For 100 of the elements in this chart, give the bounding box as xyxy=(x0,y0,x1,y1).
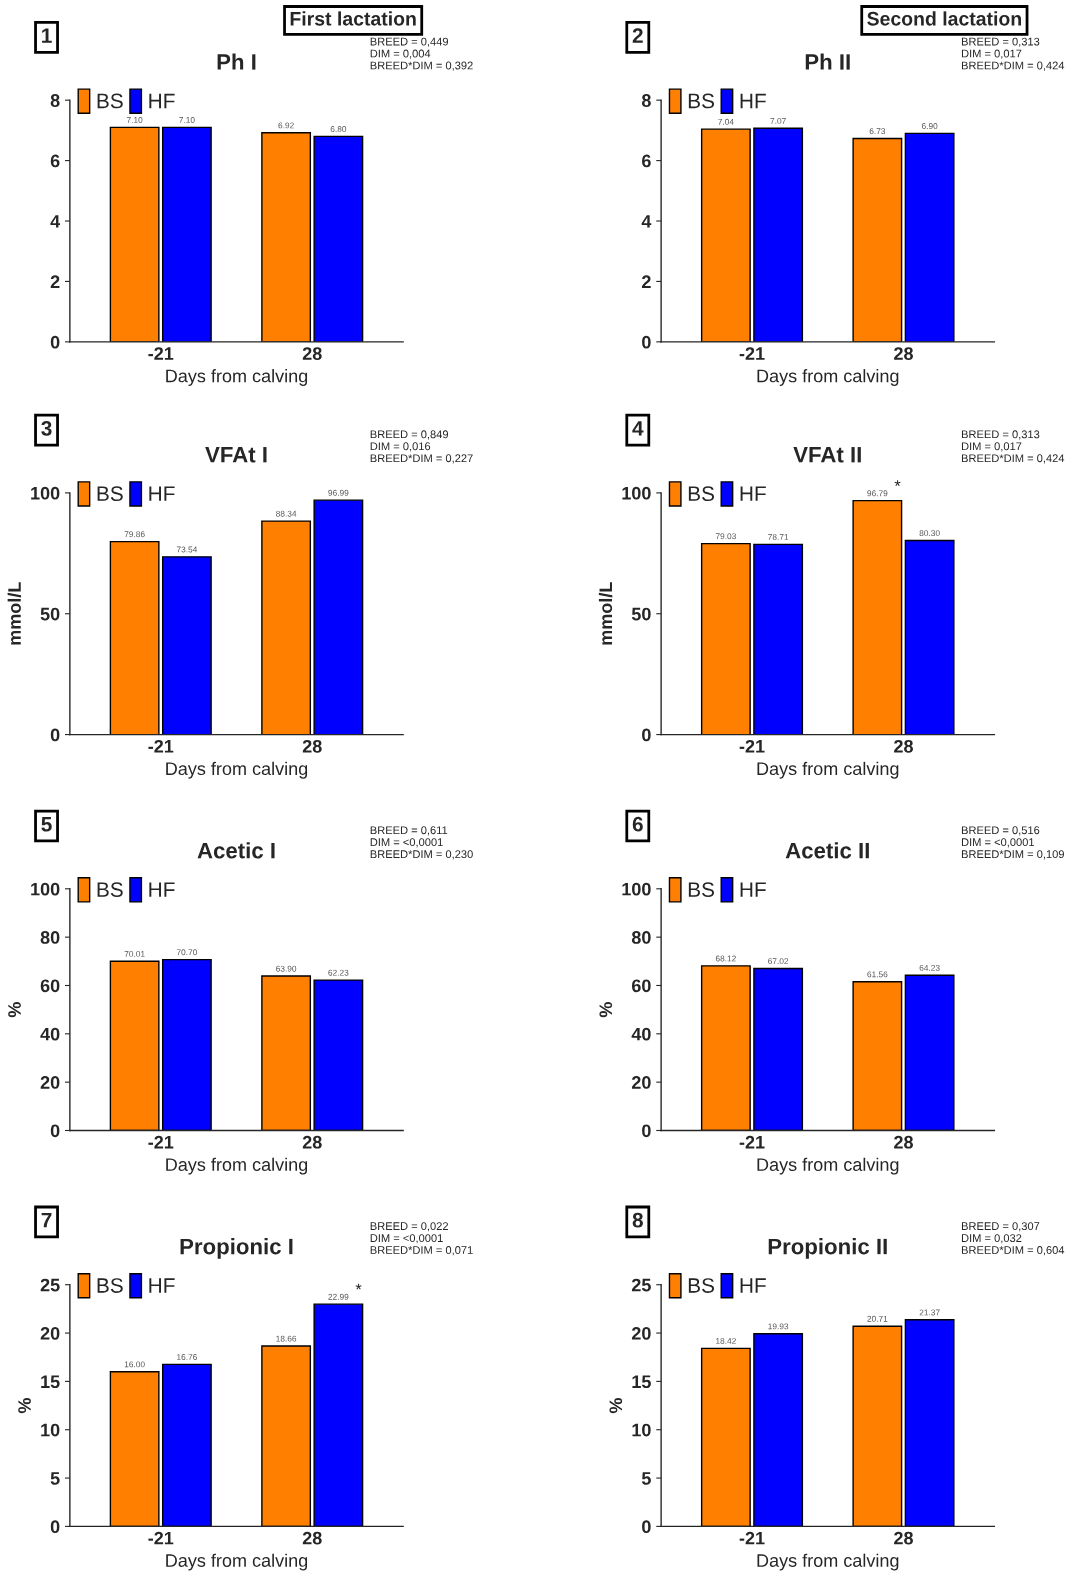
chart-title: Ph I xyxy=(217,53,256,70)
bar xyxy=(261,1345,312,1527)
y-tick-label: 80 xyxy=(631,931,651,944)
bar xyxy=(161,556,212,735)
bar xyxy=(852,1325,903,1527)
legend-label: BS xyxy=(97,1278,123,1293)
y-tick-label: 20 xyxy=(40,1076,60,1089)
bar xyxy=(904,539,955,735)
y-tick-label: 50 xyxy=(631,607,651,621)
chart-title: Propionic II xyxy=(768,1238,887,1259)
data-label: 79.86 xyxy=(124,531,145,538)
bar xyxy=(753,543,804,735)
text: BREED = 0,307 DIM = 0,032 BREED*DIM = 0,604 xyxy=(961,1222,1065,1256)
bar xyxy=(261,132,312,342)
bar xyxy=(109,1371,160,1527)
data-label: 16.76 xyxy=(177,1354,197,1360)
text: BREED = 0,849 DIM = 0,016 BREED*DIM = 0,227 xyxy=(370,430,473,464)
y-tick-label: 6 xyxy=(50,154,60,168)
data-label: 18.42 xyxy=(716,1338,736,1344)
bar xyxy=(109,540,160,735)
y-tick-label: 0 xyxy=(50,1124,60,1138)
data-label: 62.23 xyxy=(328,969,349,976)
y-tick-label: 100 xyxy=(622,882,651,896)
bar xyxy=(753,1333,804,1527)
data-label: 79.03 xyxy=(715,533,736,540)
y-tick-label: 80 xyxy=(40,931,60,944)
text: BREED = 0,313 DIM = 0,017 BREED*DIM = 0,424 xyxy=(961,430,1065,464)
x-axis-title: Days from calving xyxy=(757,1157,899,1175)
y-tick-label: 15 xyxy=(632,1375,651,1389)
text: First lactation xyxy=(290,11,416,26)
bar xyxy=(753,967,804,1131)
bar xyxy=(852,981,903,1131)
bar xyxy=(852,499,903,735)
data-label: 6.92 xyxy=(278,122,294,129)
y-tick-label: 40 xyxy=(40,1027,60,1041)
legend-label: BS xyxy=(97,93,123,109)
legend-label: HF xyxy=(149,1278,175,1293)
x-tick-label: 28 xyxy=(302,1531,322,1545)
legend-label: BS xyxy=(97,882,123,897)
text: BREED = 0,516 DIM = <0,0001 BREED*DIM = 0,109 xyxy=(961,826,1064,860)
chart-title: Acetic I xyxy=(197,842,275,859)
bar xyxy=(313,135,364,342)
y-tick-label: 25 xyxy=(40,1278,60,1292)
y-tick-label: 0 xyxy=(50,1520,60,1534)
bar xyxy=(700,965,751,1131)
data-label: 70.01 xyxy=(124,950,145,957)
chart-title: Ph II xyxy=(805,53,850,70)
y-tick-label: 0 xyxy=(642,1520,651,1534)
y-tick-label: 0 xyxy=(50,728,60,742)
data-label: 6.73 xyxy=(869,128,886,135)
y-tick-label: 4 xyxy=(641,215,652,228)
x-tick-label: 28 xyxy=(302,739,322,753)
x-axis-title: Days from calving xyxy=(166,1553,308,1571)
legend-label: BS xyxy=(688,1278,714,1293)
x-tick-label: 28 xyxy=(302,347,322,360)
legend-label: BS xyxy=(688,882,714,897)
legend-label: HF xyxy=(149,882,175,897)
annotation: * xyxy=(355,1283,362,1290)
data-label: 70.70 xyxy=(176,949,197,956)
bar xyxy=(313,979,364,1131)
y-axis-title: % xyxy=(8,1002,21,1018)
data-label: 88.34 xyxy=(276,510,297,517)
y-tick-label: 0 xyxy=(642,728,651,742)
bar xyxy=(261,975,312,1131)
bar xyxy=(313,499,364,735)
y-tick-label: 100 xyxy=(622,486,651,500)
bar xyxy=(261,520,312,735)
x-tick-label: 28 xyxy=(894,1531,913,1545)
bar xyxy=(700,542,751,735)
y-tick-label: 5 xyxy=(641,1472,651,1485)
x-tick-label: 28 xyxy=(894,347,913,360)
y-tick-label: 40 xyxy=(631,1027,651,1041)
annotation: * xyxy=(894,480,901,487)
bar xyxy=(700,1347,751,1527)
data-label: 6.90 xyxy=(921,123,938,129)
x-tick-label: -21 xyxy=(148,1135,174,1149)
data-label: 18.66 xyxy=(276,1335,297,1342)
data-label: 61.56 xyxy=(867,971,888,978)
data-label: 96.79 xyxy=(867,490,888,497)
y-tick-label: 50 xyxy=(40,607,60,621)
x-tick-label: -21 xyxy=(148,347,174,360)
y-tick-label: 10 xyxy=(632,1423,651,1437)
x-tick-label: -21 xyxy=(739,1531,765,1545)
y-axis-title: mmol/L xyxy=(598,582,613,645)
data-label: 19.93 xyxy=(768,1323,789,1330)
data-label: 21.37 xyxy=(919,1309,940,1316)
data-label: 78.71 xyxy=(768,534,789,540)
bar xyxy=(313,1303,364,1527)
data-label: 7.07 xyxy=(770,117,786,124)
data-label: 20.71 xyxy=(867,1315,888,1322)
chart-title: VFAt I xyxy=(205,447,267,463)
x-axis-title: Days from calving xyxy=(757,761,899,779)
data-label: 7.04 xyxy=(718,118,734,125)
legend-label: BS xyxy=(97,486,123,502)
data-label: 73.54 xyxy=(176,546,198,553)
legend-label: HF xyxy=(149,486,175,501)
legend-label: HF xyxy=(740,486,766,501)
y-tick-label: 2 xyxy=(50,275,60,288)
text: BREED = 0,449 DIM = 0,004 BREED*DIM = 0,392 xyxy=(370,37,473,71)
y-tick-label: 20 xyxy=(40,1326,60,1340)
